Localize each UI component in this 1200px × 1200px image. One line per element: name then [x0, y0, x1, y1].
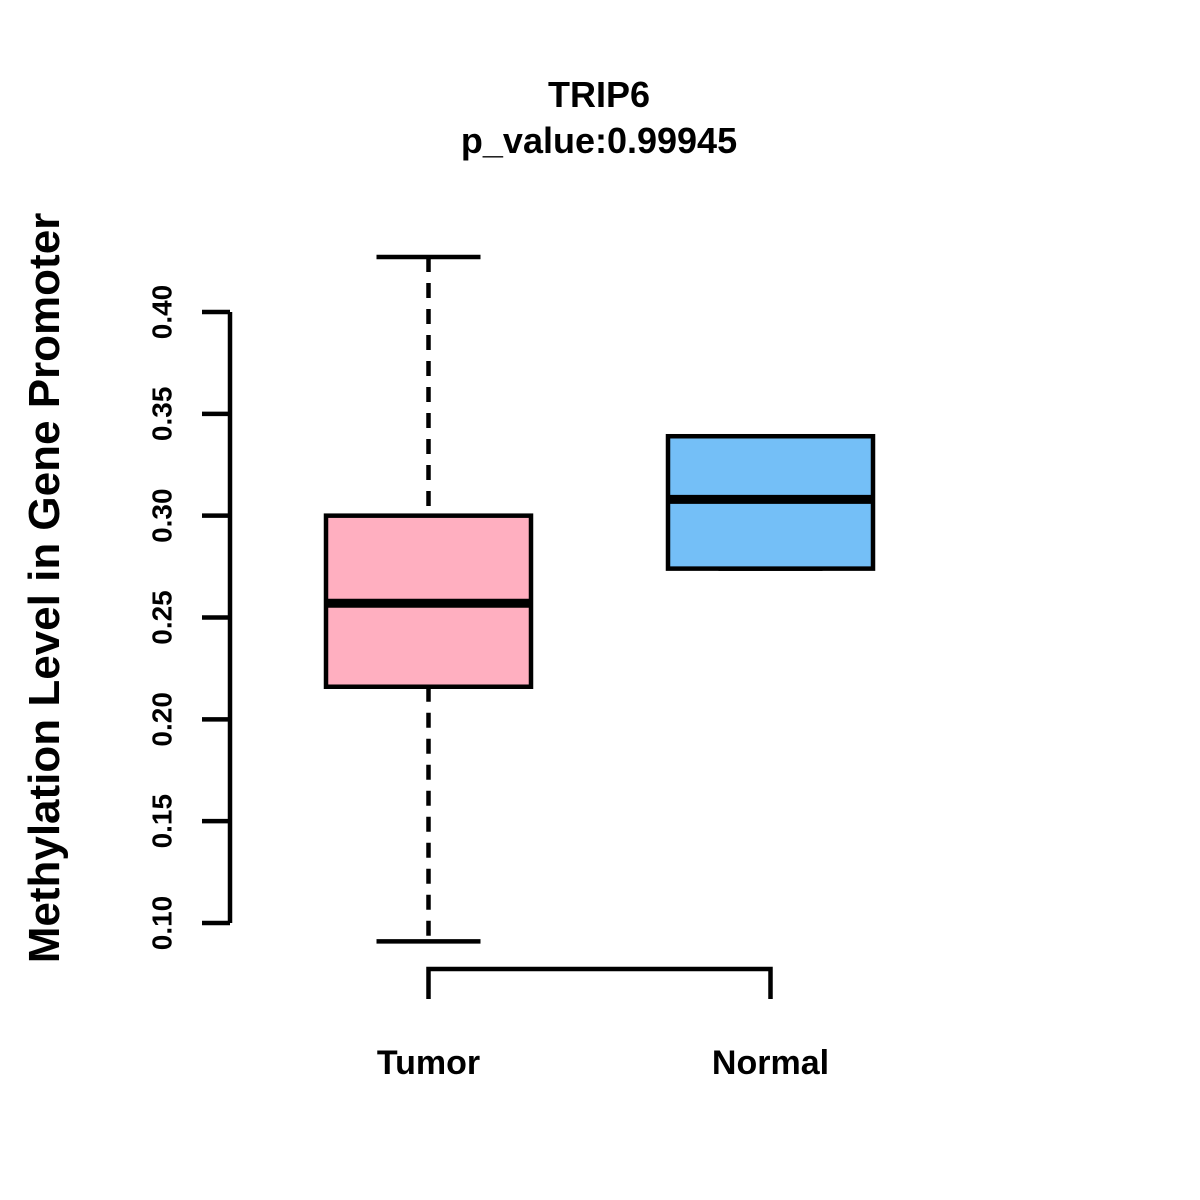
box-tumor — [323, 254, 534, 944]
x-category-label: Normal — [712, 1044, 829, 1082]
chart-title-block: TRIP6 p_value:0.99945 — [249, 72, 949, 164]
y-tick-label: 0.25 — [147, 590, 178, 645]
y-tick-label: 0.40 — [147, 285, 178, 340]
x-category-label: Tumor — [377, 1044, 480, 1082]
chart-title: TRIP6 — [547, 74, 651, 115]
y-tick-label: 0.20 — [147, 692, 178, 747]
y-tick-label: 0.35 — [147, 387, 178, 442]
y-tick-label: 0.30 — [147, 488, 178, 543]
y-tick-label: 0.10 — [147, 896, 178, 951]
chart-subtitle: p_value:0.99945 — [460, 120, 738, 161]
x-axis-line — [426, 966, 773, 999]
y-tick-label: 0.15 — [147, 794, 178, 849]
box-normal — [665, 433, 876, 571]
